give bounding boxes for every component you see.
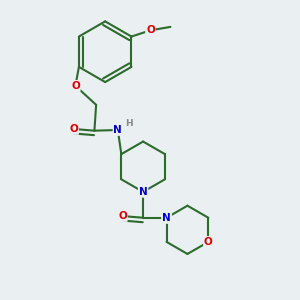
- Text: H: H: [125, 119, 133, 128]
- Text: N: N: [139, 187, 148, 197]
- Text: N: N: [113, 125, 122, 135]
- Text: N: N: [162, 213, 171, 223]
- Text: O: O: [146, 25, 155, 35]
- Text: O: O: [118, 211, 127, 221]
- Text: N: N: [162, 213, 171, 223]
- Text: O: O: [204, 237, 213, 247]
- Text: O: O: [69, 124, 78, 134]
- Text: O: O: [71, 81, 80, 91]
